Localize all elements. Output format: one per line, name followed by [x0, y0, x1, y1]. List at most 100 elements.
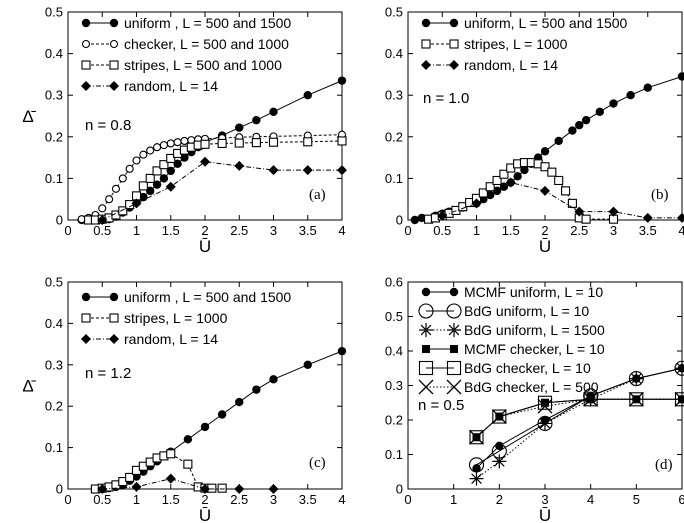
data-point [111, 184, 120, 193]
legend-marker [421, 39, 431, 49]
data-point [505, 177, 516, 188]
legend-entry: stripes, L = 500 and 1000 [81, 57, 282, 73]
series-3 [97, 473, 279, 494]
x-tick-label: 3 [541, 492, 548, 507]
data-point [303, 137, 313, 147]
x-axis-label: Ū [539, 506, 551, 523]
data-point [200, 156, 210, 167]
legend-marker [419, 323, 433, 337]
data-point [200, 422, 210, 432]
data-point [268, 137, 279, 147]
data-point [166, 153, 176, 163]
chart-panel-3: 0 0.5 1 1.5 2 2.5 3 3.5 4 0 0.1 0.2 0.3 0.4 0.5 Ū Δ̄ unif… [22, 275, 347, 523]
data-point [217, 410, 227, 419]
y-tick-label: 0.1 [385, 447, 403, 462]
y-tick-label: 0.4 [385, 46, 403, 61]
legend-label: MCMF uniform, L = 10 [464, 284, 603, 300]
legend-marker [421, 60, 431, 70]
data-point [608, 206, 619, 217]
y-tick-label: 0.2 [45, 129, 63, 144]
y-tick-label: 0.2 [385, 129, 403, 144]
x-tick-label: 3 [270, 492, 277, 507]
data-point [131, 198, 142, 209]
data-point [268, 484, 279, 494]
y-axis-label: Δ̄ [22, 107, 36, 126]
legend-marker [109, 334, 119, 344]
data-point [131, 481, 142, 492]
y-tick-label: 0.3 [45, 357, 63, 372]
data-point [677, 72, 684, 81]
y-tick-label: 0.1 [385, 171, 403, 186]
legend-entry: BdG checker, L = 500 [418, 379, 599, 395]
data-point [165, 473, 176, 484]
legend-marker [446, 379, 462, 395]
data-point [495, 441, 504, 451]
x-tick-label: 5 [633, 492, 640, 507]
legend-marker [81, 39, 91, 49]
x-tick-label: 2 [201, 223, 208, 238]
x-tick-label: 4 [338, 492, 345, 507]
data-point [560, 186, 571, 196]
data-point [471, 198, 482, 209]
series-6 [469, 391, 684, 445]
data-point [628, 391, 644, 407]
panel-annotation: n = 0.8 [85, 117, 131, 134]
data-point [173, 159, 182, 169]
series-2 [423, 158, 619, 224]
legend-marker [418, 303, 434, 319]
data-point [252, 385, 261, 394]
legend-marker [449, 39, 459, 49]
legend-marker [421, 18, 431, 28]
data-point [165, 181, 176, 192]
data-point [492, 175, 502, 186]
data-point [554, 136, 563, 146]
legend-label: checker, L = 500 and 1000 [124, 36, 289, 52]
legend-marker [418, 379, 434, 395]
legend-marker [450, 345, 458, 353]
y-tick-label: 0.2 [45, 399, 63, 414]
legend-entry: BdG uniform, L = 1500 [419, 322, 605, 338]
legend-marker [449, 18, 459, 28]
series-line [102, 161, 342, 221]
x-tick-label: 2.5 [570, 223, 588, 238]
data-point [138, 181, 148, 191]
data-point [629, 371, 644, 386]
legend-label: random, L = 14 [124, 331, 218, 347]
data-point [643, 83, 652, 92]
legend-marker [81, 81, 91, 91]
legend-label: uniform , L = 500 and 1500 [124, 289, 291, 305]
y-tick-label: 0.5 [385, 309, 403, 324]
legend-marker [449, 60, 459, 70]
data-point [417, 213, 426, 223]
data-point [674, 391, 684, 407]
legend-marker [418, 360, 434, 376]
legend-marker [109, 81, 119, 91]
data-point [337, 136, 347, 146]
data-point [125, 200, 135, 210]
data-point [166, 139, 175, 148]
legend-marker [446, 303, 462, 319]
data-point [499, 169, 509, 179]
data-point [492, 454, 507, 469]
legend-marker [109, 39, 119, 49]
y-tick-label: 0.3 [385, 378, 403, 393]
legend-marker [447, 323, 461, 337]
series-3 [437, 177, 684, 223]
x-tick-label: 3.5 [299, 492, 317, 507]
legend-entry: MCMF checker, L = 10 [422, 341, 605, 357]
x-axis-label: Ū [199, 237, 211, 256]
legend-marker [81, 60, 91, 70]
data-point [581, 115, 591, 125]
data-point [200, 484, 210, 494]
x-tick-label: 3 [270, 223, 277, 238]
y-tick-label: 0.4 [45, 316, 63, 331]
y-tick-label: 0.6 [385, 275, 403, 290]
x-tick-label: 0 [64, 223, 71, 238]
data-point [554, 175, 564, 186]
series-4 [97, 156, 347, 225]
data-point [97, 484, 108, 494]
y-tick-label: 0.3 [385, 88, 403, 103]
data-point [183, 435, 193, 444]
panel-annotation: n = 1.2 [85, 365, 131, 382]
legend-entry: uniform , L = 500 and 1500 [81, 289, 291, 305]
